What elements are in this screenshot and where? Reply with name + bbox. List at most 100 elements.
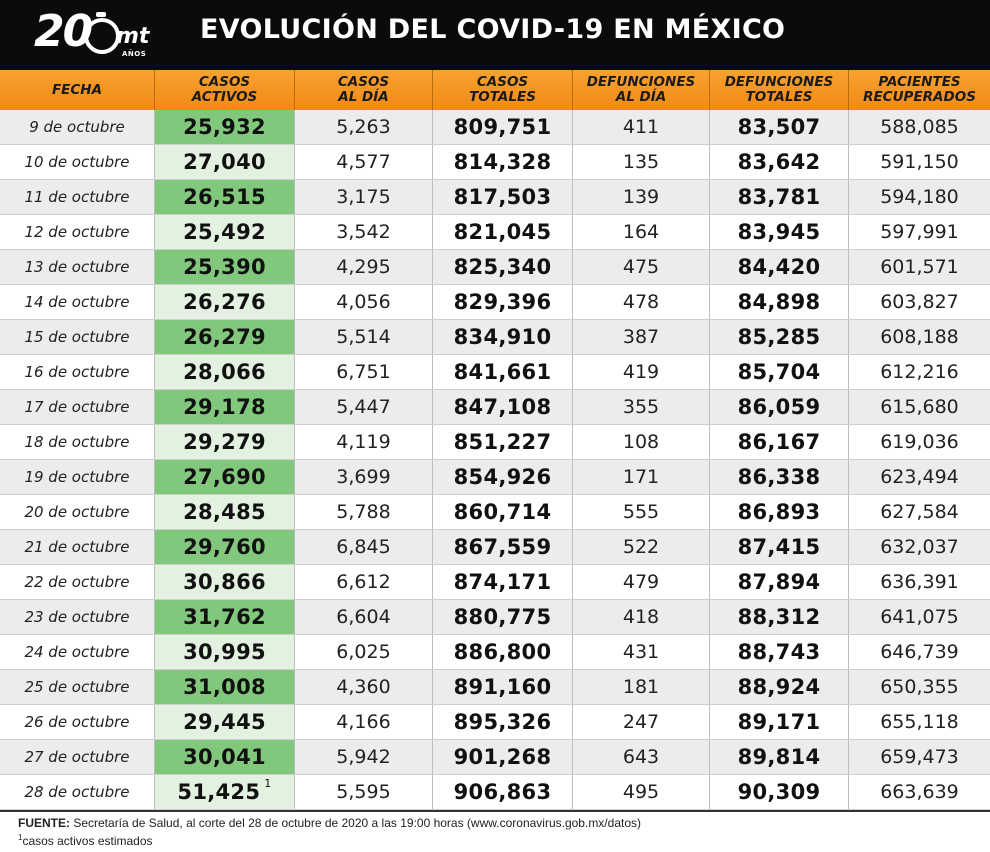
cell-daily-cases: 5,447 bbox=[295, 390, 433, 424]
cell-value: 31,008 bbox=[183, 675, 266, 699]
cell-value: 475 bbox=[622, 256, 660, 278]
cell-value: 164 bbox=[622, 221, 660, 243]
cell-value: 615,680 bbox=[880, 396, 959, 418]
cell-total-deaths: 87,415 bbox=[710, 530, 849, 564]
cell-value: 10 de octubre bbox=[24, 153, 130, 171]
cell-total-deaths: 90,309 bbox=[710, 775, 849, 809]
cell-value: 834,910 bbox=[453, 325, 552, 349]
logo-20: 20 bbox=[34, 6, 93, 57]
cell-daily-cases: 5,942 bbox=[295, 740, 433, 774]
source-line: FUENTE: Secretaría de Salud, al corte de… bbox=[18, 816, 641, 830]
cell-daily-deaths: 355 bbox=[573, 390, 710, 424]
column-header-active: CASOS ACTIVOS bbox=[155, 70, 295, 110]
cell-active: 51,425 1 bbox=[155, 775, 295, 809]
cell-active: 28,066 bbox=[155, 355, 295, 389]
mt-20-anos-logo: 20 mt AÑOS bbox=[34, 6, 149, 62]
cell-value: 809,751 bbox=[453, 115, 552, 139]
note-text: casos activos estimados bbox=[22, 834, 153, 848]
cell-total-deaths: 83,507 bbox=[710, 110, 849, 144]
cell-recovered: 655,118 bbox=[849, 705, 990, 739]
cell-total-deaths: 84,898 bbox=[710, 285, 849, 319]
cell-active: 25,390 bbox=[155, 250, 295, 284]
cell-total-cases: 834,910 bbox=[433, 320, 573, 354]
column-header-daily-deaths: DEFUNCIONES AL DÍA bbox=[573, 70, 710, 110]
table-row: 22 de octubre 30,866 6,612 874,171 479 87,894… bbox=[0, 565, 990, 600]
cell-value: 5,788 bbox=[336, 501, 391, 523]
cell-value: 83,507 bbox=[737, 115, 821, 139]
cell-value: 825,340 bbox=[453, 255, 552, 279]
cell-value: 89,171 bbox=[737, 710, 821, 734]
cell-value: 886,800 bbox=[453, 640, 552, 664]
cell-recovered: 619,036 bbox=[849, 425, 990, 459]
cell-daily-deaths: 522 bbox=[573, 530, 710, 564]
cell-daily-deaths: 418 bbox=[573, 600, 710, 634]
cell-value: 21 de octubre bbox=[24, 538, 130, 556]
cell-date: 28 de octubre bbox=[0, 775, 155, 809]
cell-value: 895,326 bbox=[453, 710, 552, 734]
cell-value: 5,942 bbox=[336, 746, 391, 768]
cell-value: 841,661 bbox=[453, 360, 552, 384]
column-header-daily-cases: CASOS AL DÍA bbox=[295, 70, 433, 110]
cell-daily-deaths: 495 bbox=[573, 775, 710, 809]
cell-active: 30,041 bbox=[155, 740, 295, 774]
logo-mt: mt bbox=[116, 24, 150, 49]
source-text: Secretaría de Salud, al corte del 28 de … bbox=[70, 816, 641, 830]
cell-active: 26,515 bbox=[155, 180, 295, 214]
cell-value: 612,216 bbox=[880, 361, 959, 383]
cell-value: 874,171 bbox=[453, 570, 552, 594]
cell-recovered: 632,037 bbox=[849, 530, 990, 564]
cell-recovered: 612,216 bbox=[849, 355, 990, 389]
cell-recovered: 650,355 bbox=[849, 670, 990, 704]
cell-value: 4,360 bbox=[336, 676, 391, 698]
cell-value: 14 de octubre bbox=[24, 293, 130, 311]
cell-value: 88,743 bbox=[737, 640, 821, 664]
cell-value: 608,188 bbox=[880, 326, 959, 348]
estimate-marker: 1 bbox=[264, 776, 272, 790]
cell-value: 29,760 bbox=[183, 535, 266, 559]
cell-daily-cases: 4,360 bbox=[295, 670, 433, 704]
cell-value: 84,420 bbox=[737, 255, 821, 279]
cell-daily-deaths: 478 bbox=[573, 285, 710, 319]
cell-value: 84,898 bbox=[737, 290, 821, 314]
stopwatch-icon bbox=[84, 12, 120, 54]
table-row: 26 de octubre 29,445 4,166 895,326 247 89,171… bbox=[0, 705, 990, 740]
table-row: 20 de octubre 28,485 5,788 860,714 555 86,893… bbox=[0, 495, 990, 530]
cell-value: 86,059 bbox=[737, 395, 821, 419]
cell-value: 479 bbox=[622, 571, 660, 593]
cell-daily-deaths: 247 bbox=[573, 705, 710, 739]
cell-total-cases: 867,559 bbox=[433, 530, 573, 564]
cell-value: 90,309 bbox=[737, 780, 821, 804]
cell-value: 4,166 bbox=[336, 711, 391, 733]
cell-value: 847,108 bbox=[453, 395, 552, 419]
cell-value: 108 bbox=[622, 431, 660, 453]
cell-recovered: 627,584 bbox=[849, 495, 990, 529]
cell-value: 418 bbox=[622, 606, 660, 628]
cell-date: 17 de octubre bbox=[0, 390, 155, 424]
cell-total-cases: 901,268 bbox=[433, 740, 573, 774]
cell-date: 14 de octubre bbox=[0, 285, 155, 319]
cell-active: 26,279 bbox=[155, 320, 295, 354]
cell-value: 627,584 bbox=[880, 501, 959, 523]
cell-value: 83,945 bbox=[737, 220, 821, 244]
logo-anos: AÑOS bbox=[122, 50, 147, 58]
cell-value: 181 bbox=[622, 676, 660, 698]
cell-value: 854,926 bbox=[453, 465, 552, 489]
cell-date: 23 de octubre bbox=[0, 600, 155, 634]
cell-daily-deaths: 555 bbox=[573, 495, 710, 529]
cell-total-deaths: 88,743 bbox=[710, 635, 849, 669]
cell-value: 431 bbox=[622, 641, 660, 663]
cell-total-deaths: 89,814 bbox=[710, 740, 849, 774]
cell-value: 6,025 bbox=[336, 641, 391, 663]
cell-date: 12 de octubre bbox=[0, 215, 155, 249]
cell-value: 632,037 bbox=[880, 536, 959, 558]
cell-active: 29,760 bbox=[155, 530, 295, 564]
cell-value: 24 de octubre bbox=[24, 643, 130, 661]
cell-value: 23 de octubre bbox=[24, 608, 130, 626]
cell-value: 17 de octubre bbox=[24, 398, 130, 416]
cell-value: 646,739 bbox=[880, 641, 959, 663]
cell-value: 659,473 bbox=[880, 746, 959, 768]
cell-value: 27 de octubre bbox=[24, 748, 130, 766]
cell-daily-cases: 5,788 bbox=[295, 495, 433, 529]
cell-total-deaths: 83,642 bbox=[710, 145, 849, 179]
cell-date: 19 de octubre bbox=[0, 460, 155, 494]
